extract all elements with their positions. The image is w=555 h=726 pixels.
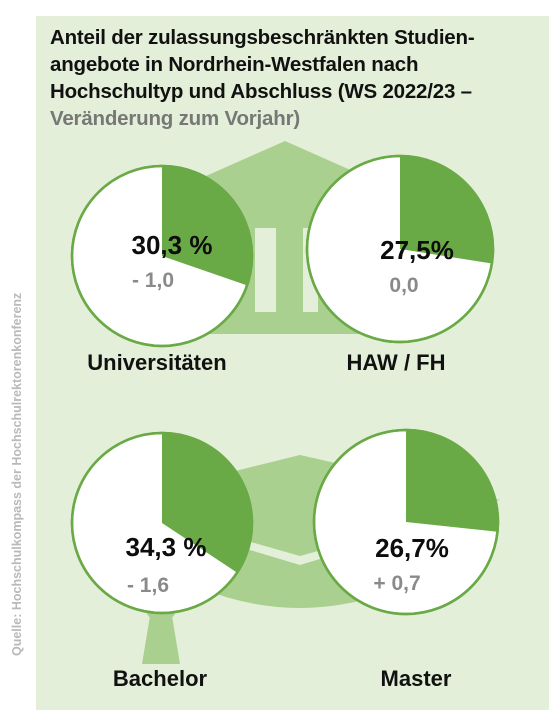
- pie-slice: [162, 166, 253, 286]
- share-label: 26,7%: [375, 533, 449, 563]
- change-label: 0,0: [389, 274, 418, 297]
- title-line-2: angebote in Nordrhein-Westfalen nach: [50, 53, 419, 76]
- pie-outline: [70, 431, 254, 615]
- pie-chart: 34,3 % - 1,6 Bachelor: [70, 431, 254, 691]
- pie-outline: [305, 154, 495, 344]
- change-label: - 1,0: [132, 269, 174, 292]
- title-subtitle: Veränderung zum Vorjahr): [50, 107, 300, 130]
- pie-outline: [70, 164, 254, 348]
- pie-chart: 26,7% + 0,7 Master: [312, 428, 500, 691]
- share-label: 34,3 %: [126, 532, 207, 562]
- category-label: HAW / FH: [347, 350, 446, 375]
- chart-title: Anteil der zulassungsbeschränkten Studie…: [50, 24, 530, 132]
- change-label: - 1,6: [127, 574, 169, 597]
- category-label: Bachelor: [113, 666, 208, 691]
- share-label: 27,5%: [380, 235, 454, 265]
- category-label: Universitäten: [87, 350, 226, 375]
- pie-slice: [400, 155, 494, 264]
- category-label: Master: [381, 666, 452, 691]
- pie-slice: [162, 433, 253, 573]
- title-line-3: Hochschultyp und Abschluss (WS 2022/23 –: [50, 80, 472, 103]
- change-label: + 0,7: [373, 572, 420, 595]
- pie-slice: [406, 430, 499, 532]
- pie-chart: 30,3 % - 1,0 Universitäten: [70, 164, 254, 375]
- title-line-1: Anteil der zulassungsbeschränkten Studie…: [50, 26, 475, 49]
- pie-chart: 27,5% 0,0 HAW / FH: [305, 154, 495, 375]
- pie-outline: [312, 428, 500, 616]
- share-label: 30,3 %: [132, 230, 213, 260]
